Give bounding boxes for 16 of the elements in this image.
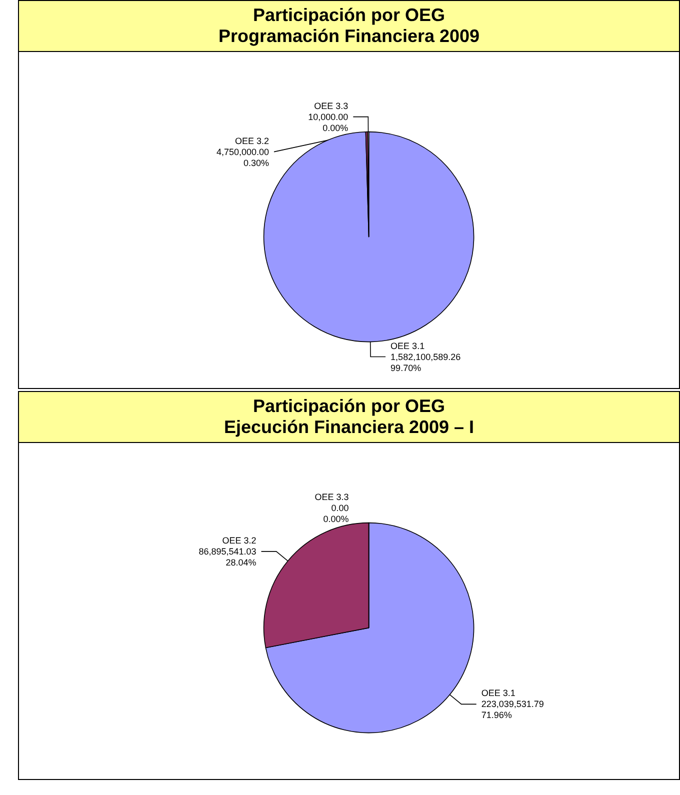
chart-title: Participación por OEG <box>252 396 446 417</box>
data-label: 1,582,100,589.26 99.70% <box>390 352 461 373</box>
chart-title: Participación por OEG <box>252 5 446 26</box>
chart-subtitle: Ejecución Financiera 2009 – I <box>222 417 476 438</box>
text: 0.00 0.00% <box>323 502 349 524</box>
slice-label: OEE 3.1 <box>390 340 425 351</box>
data-label: 86,895,541.03 28.04% <box>198 546 256 568</box>
slice-label: OEE 3.3 <box>314 100 348 111</box>
data-label: 223,039,531.79 71.96% <box>481 699 544 720</box>
slice-label: OEE 3.2 <box>222 535 256 546</box>
data-label: 4,750,000.00 0.30% <box>216 146 269 168</box>
chart-subtitle: Programación Financiera 2009 <box>217 26 481 47</box>
data-label: 10,000.00 0.00% <box>308 112 348 133</box>
slice-label: OEE 3.2 <box>234 136 269 146</box>
slice-label: OEE 3.1 <box>481 688 516 698</box>
category-label: OEE 3.3 <box>314 492 349 502</box>
